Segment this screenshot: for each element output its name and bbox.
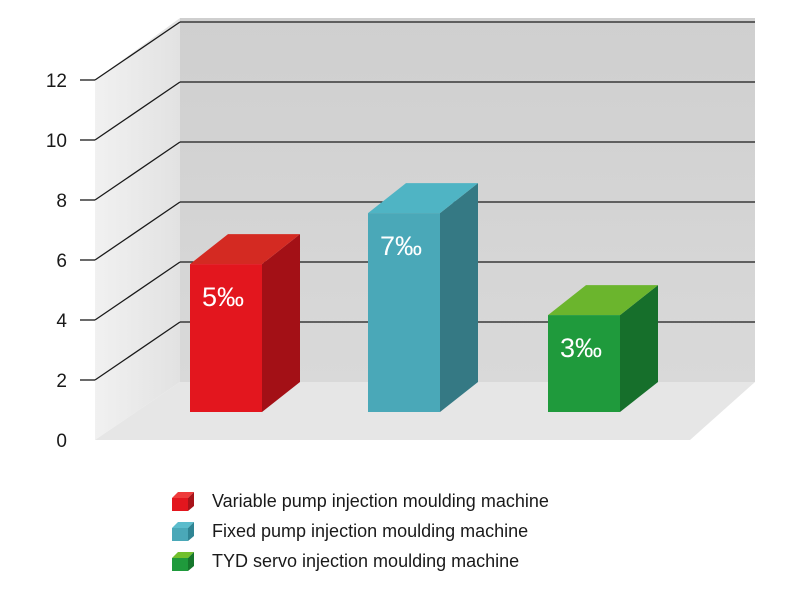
bar-data-label: 3‰	[560, 333, 602, 363]
bar-top	[190, 234, 300, 265]
y-tick-label: 2	[56, 371, 67, 392]
bar	[548, 315, 620, 412]
bar-side	[262, 234, 300, 412]
gridline-side	[94, 81, 181, 141]
gridline-side	[94, 321, 181, 381]
gridline-side	[94, 201, 181, 261]
bar-chart: 0 2 4 6 8 10 12 5‰ 7‰ 3‰	[46, 18, 755, 452]
legend-label: Variable pump injection moulding machine	[212, 490, 549, 511]
legend-label: TYD servo injection moulding machine	[212, 550, 520, 571]
y-tick-label: 6	[56, 251, 67, 272]
legend-swatch-teal	[172, 522, 194, 541]
y-tick-label: 0	[56, 431, 67, 452]
y-tick-label: 12	[46, 71, 67, 92]
y-tick-label: 8	[56, 191, 67, 212]
bar-top	[368, 183, 478, 214]
legend-label: Fixed pump injection moulding machine	[212, 520, 529, 541]
bar-top	[548, 285, 658, 316]
gridline-side	[94, 261, 181, 321]
legend-item-fixed-pump: Fixed pump injection moulding machine	[170, 516, 549, 546]
bar	[368, 213, 440, 412]
side-wall	[95, 18, 180, 440]
y-tick-label: 4	[56, 311, 67, 332]
legend-swatch-red	[172, 492, 194, 511]
y-tick-label: 10	[46, 131, 67, 152]
legend-item-variable-pump: Variable pump injection moulding machine	[170, 486, 549, 516]
legend: Variable pump injection moulding machine…	[170, 486, 549, 576]
bar-data-label: 5‰	[202, 282, 244, 312]
bar-data-label: 7‰	[380, 231, 422, 261]
bar	[190, 264, 262, 412]
legend-swatch-green	[172, 552, 194, 571]
gridline-side	[94, 21, 181, 81]
gridline-side	[94, 141, 181, 201]
legend-item-tyd-servo: TYD servo injection moulding machine	[170, 546, 549, 576]
bar-side	[440, 183, 478, 412]
bar-side	[620, 285, 658, 412]
